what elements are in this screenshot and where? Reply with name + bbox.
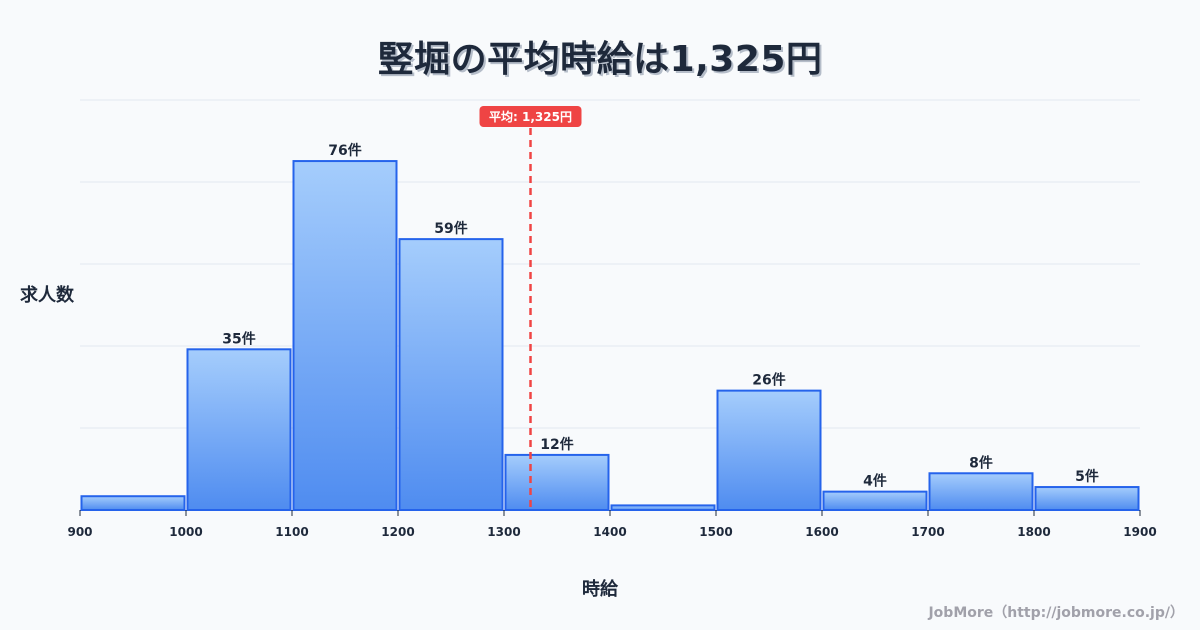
x-axis: 900 1000 1100 1200 1300 1400 1500 1600 1700 1800 1… [67, 510, 1157, 539]
x-tick-label: 1700 [911, 525, 944, 539]
histogram-bar[interactable] [398, 238, 504, 511]
bar-value-label: 26件 [752, 372, 785, 389]
x-tick-label: 1500 [699, 525, 732, 539]
x-tick-label: 1900 [1123, 525, 1156, 539]
histogram-bar[interactable] [80, 495, 186, 511]
bar-value-label: 4件 [863, 473, 887, 490]
histogram-bar[interactable] [1034, 486, 1140, 511]
x-tick-label: 1100 [275, 525, 308, 539]
x-axis-label: 時給 [582, 579, 618, 600]
histogram-bar[interactable] [186, 348, 292, 512]
bar-value-label: 5件 [1075, 468, 1099, 485]
footer-credit: JobMore（http://jobmore.co.jp/） [928, 605, 1184, 621]
x-tick-label: 1000 [169, 525, 202, 539]
average-badge [479, 106, 582, 127]
histogram-bar[interactable] [610, 504, 716, 511]
x-tick-label: 1300 [487, 525, 520, 539]
x-tick-label: 900 [67, 525, 92, 539]
average-label: 平均: 1,325円 [489, 109, 572, 124]
x-tick-label: 1600 [805, 525, 838, 539]
bar-value-label: 35件 [222, 330, 255, 347]
x-tick-label: 1200 [381, 525, 414, 539]
bar-value-label: 12件 [540, 436, 573, 453]
x-tick-label: 1800 [1017, 525, 1050, 539]
histogram-bar[interactable] [928, 472, 1034, 511]
bar-value-label: 59件 [434, 220, 467, 237]
histogram-bar[interactable] [822, 490, 928, 512]
bars: 35件 76件 59件 12件 26件 4件 8件 5件 [80, 142, 1140, 512]
histogram-bar[interactable] [716, 389, 822, 512]
bar-value-label: 8件 [969, 454, 993, 471]
histogram-bar[interactable] [292, 160, 398, 511]
y-axis-label: 求人数 [20, 285, 74, 306]
histogram-bar[interactable] [504, 453, 610, 511]
x-tick-label: 1400 [593, 525, 626, 539]
bar-value-label: 76件 [328, 142, 361, 159]
chart-title: 竪堀の平均時給は1,325円 [377, 39, 823, 80]
average-marker: 平均: 1,325円 [479, 106, 582, 510]
